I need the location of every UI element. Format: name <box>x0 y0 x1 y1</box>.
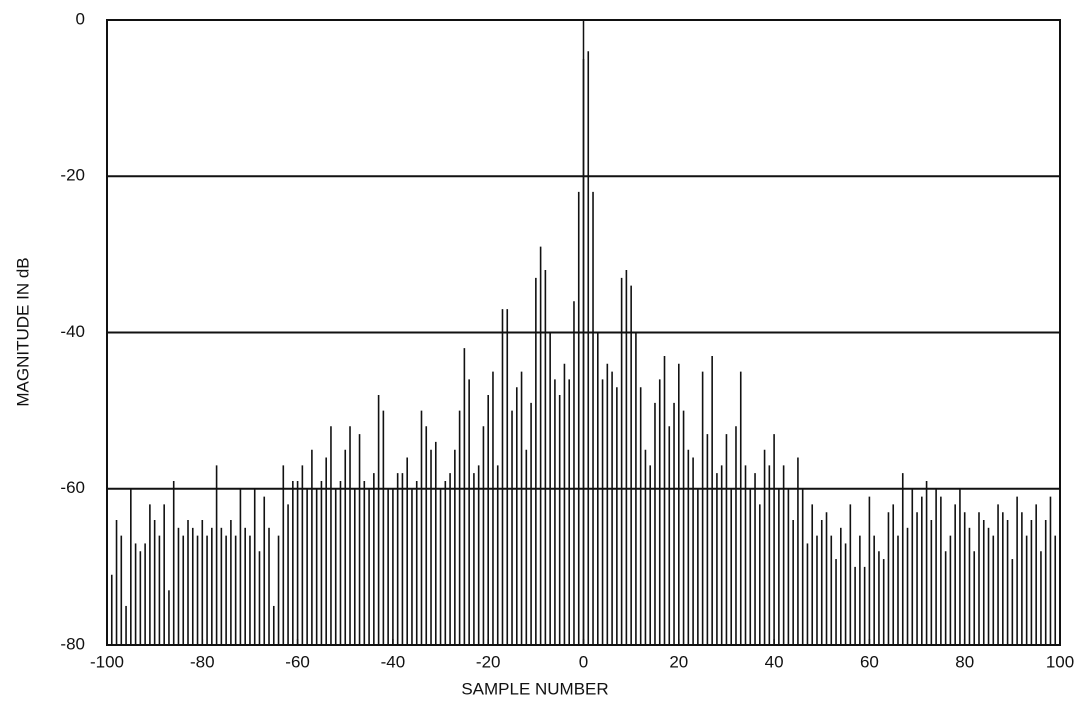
y-axis-label: MAGNITUDE IN dB <box>13 257 32 406</box>
x-tick-label: 100 <box>1046 652 1074 671</box>
y-tick-label: -60 <box>60 478 85 497</box>
x-tick-label: -20 <box>476 652 501 671</box>
x-tick-label: 0 <box>579 652 588 671</box>
x-tick-label: -80 <box>190 652 215 671</box>
x-tick-label: 60 <box>860 652 879 671</box>
y-tick-label: -80 <box>60 634 85 653</box>
plot-frame <box>106 19 1061 646</box>
x-tick-label: 80 <box>955 652 974 671</box>
x-tick-label: 20 <box>669 652 688 671</box>
y-tick-label: -40 <box>60 322 85 341</box>
y-tick-label: -20 <box>60 166 85 185</box>
x-tick-label: -40 <box>381 652 406 671</box>
y-tick-label: 0 <box>76 9 85 28</box>
x-tick-label: 40 <box>765 652 784 671</box>
x-tick-label: -100 <box>90 652 124 671</box>
x-tick-label: -60 <box>285 652 310 671</box>
x-axis-label: SAMPLE NUMBER <box>461 679 608 698</box>
